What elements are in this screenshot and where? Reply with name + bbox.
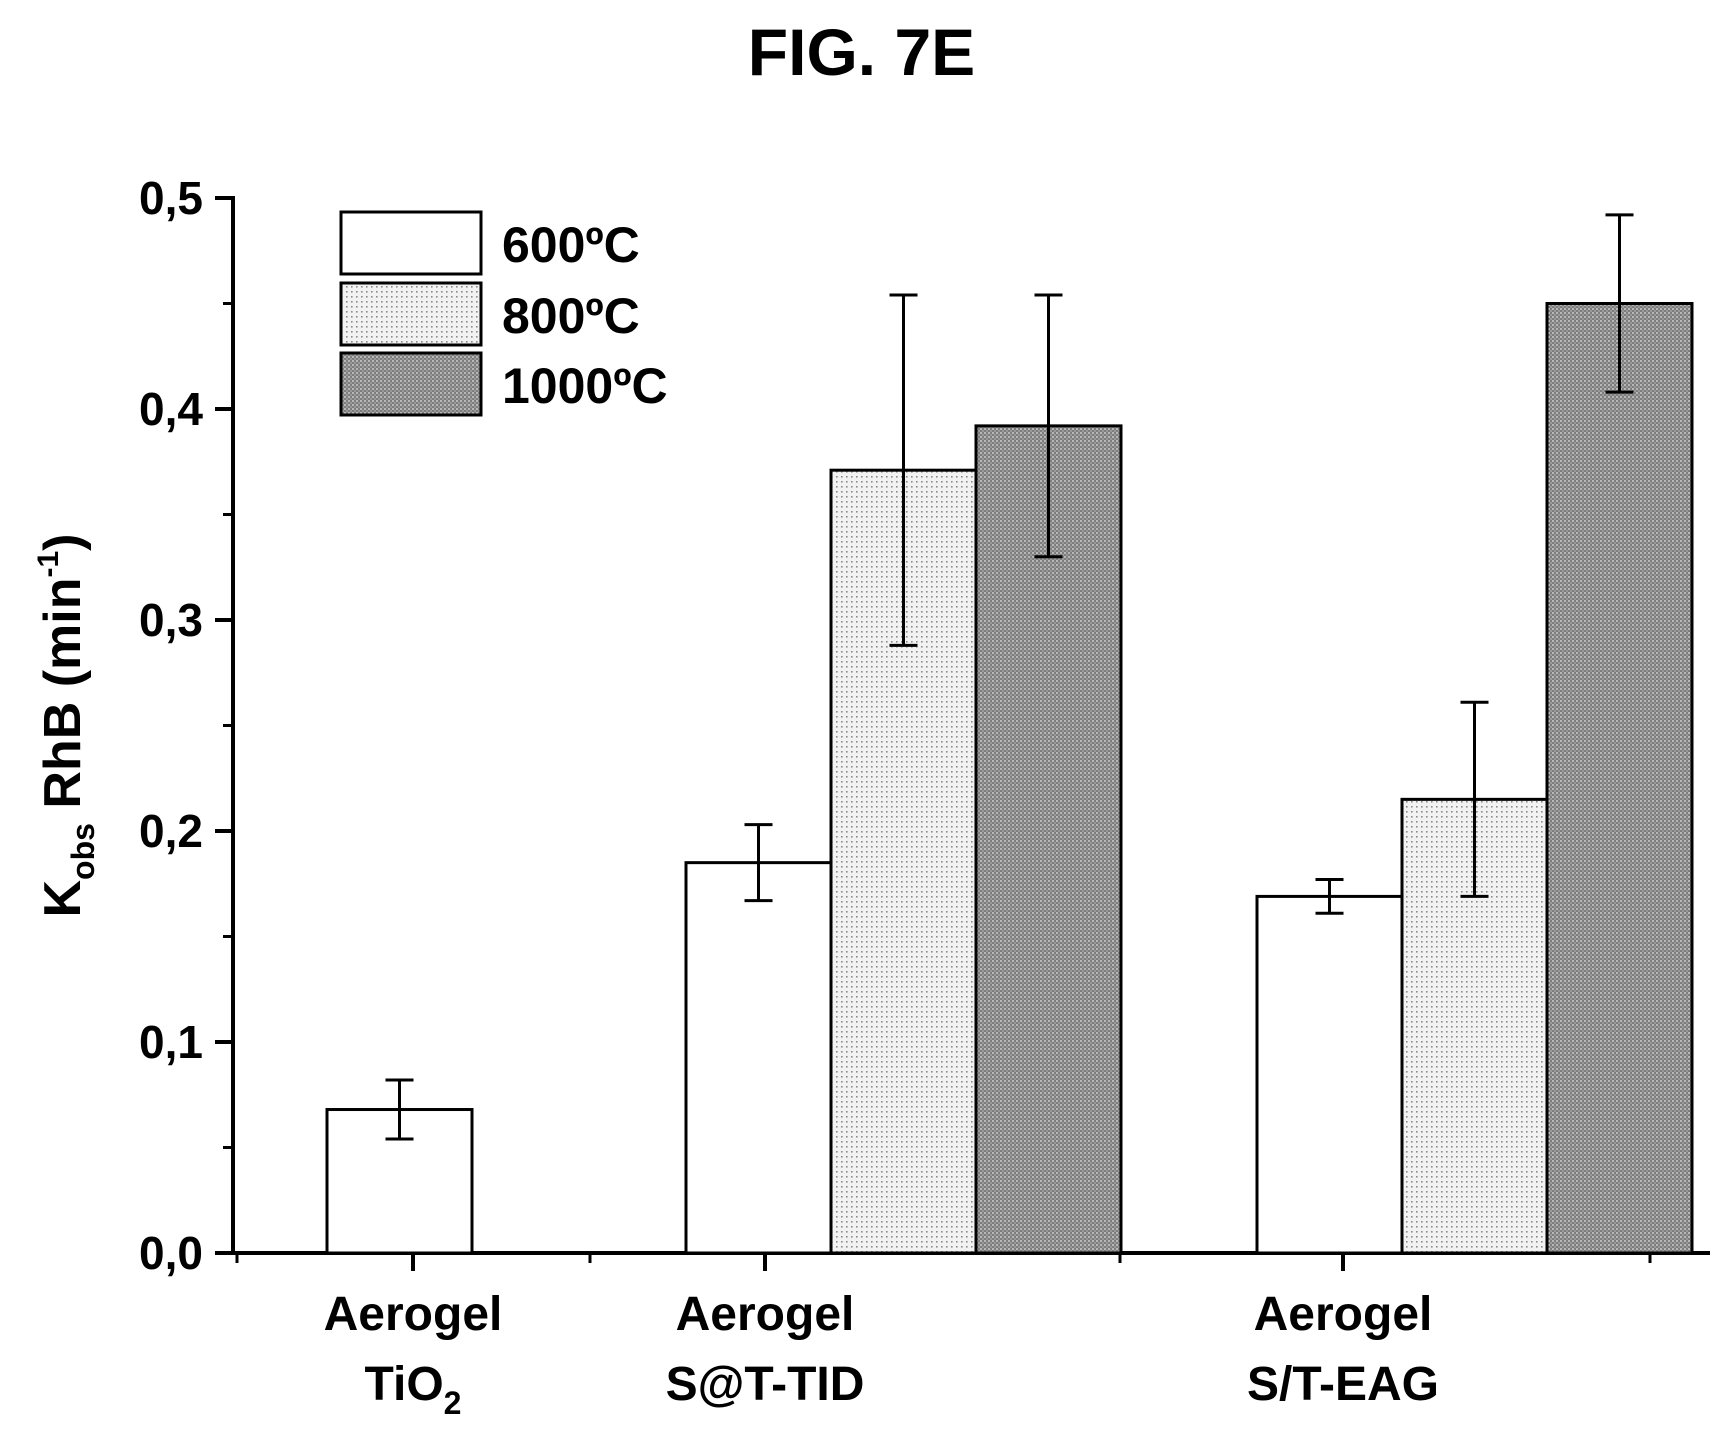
bar	[1547, 304, 1692, 1254]
y-tick-label: 0,5	[139, 172, 203, 224]
x-tick-label-line1: Aerogel	[324, 1288, 503, 1341]
bar	[1257, 896, 1402, 1253]
x-tick-label-subscript: 2	[444, 1385, 462, 1421]
y-tick-label: 0,1	[139, 1016, 203, 1068]
y-label-superscript: -1	[32, 551, 65, 578]
legend-swatch	[341, 353, 481, 415]
y-tick-label: 0,4	[139, 383, 203, 435]
x-tick-label-line2: TiO2	[365, 1358, 462, 1421]
legend-label: 600ºC	[502, 217, 640, 273]
y-tick-label: 0,0	[139, 1227, 203, 1279]
bar	[686, 863, 831, 1253]
legend-label: 800ºC	[502, 288, 640, 344]
legend-label: 1000ºC	[502, 358, 668, 414]
legend-swatch	[341, 283, 481, 345]
y-label-subscript: obs	[65, 823, 101, 880]
x-tick-label-line1: Aerogel	[676, 1288, 855, 1341]
x-tick-label-line2: S@T-TID	[666, 1358, 865, 1411]
y-label-main: K	[34, 880, 92, 918]
y-tick-label: 0,3	[139, 594, 203, 646]
x-tick-label-line2: S/T-EAG	[1247, 1358, 1439, 1411]
y-label-text: RhB (min	[34, 578, 92, 824]
legend-swatch	[341, 212, 481, 274]
y-tick-label: 0,2	[139, 805, 203, 857]
x-tick-label-line1: Aerogel	[1254, 1288, 1433, 1341]
legend: 600ºC 800ºC 1000ºC	[341, 212, 668, 415]
y-axis-label: Kobs RhB (min-1)	[32, 534, 101, 918]
y-label-close: )	[34, 534, 92, 551]
